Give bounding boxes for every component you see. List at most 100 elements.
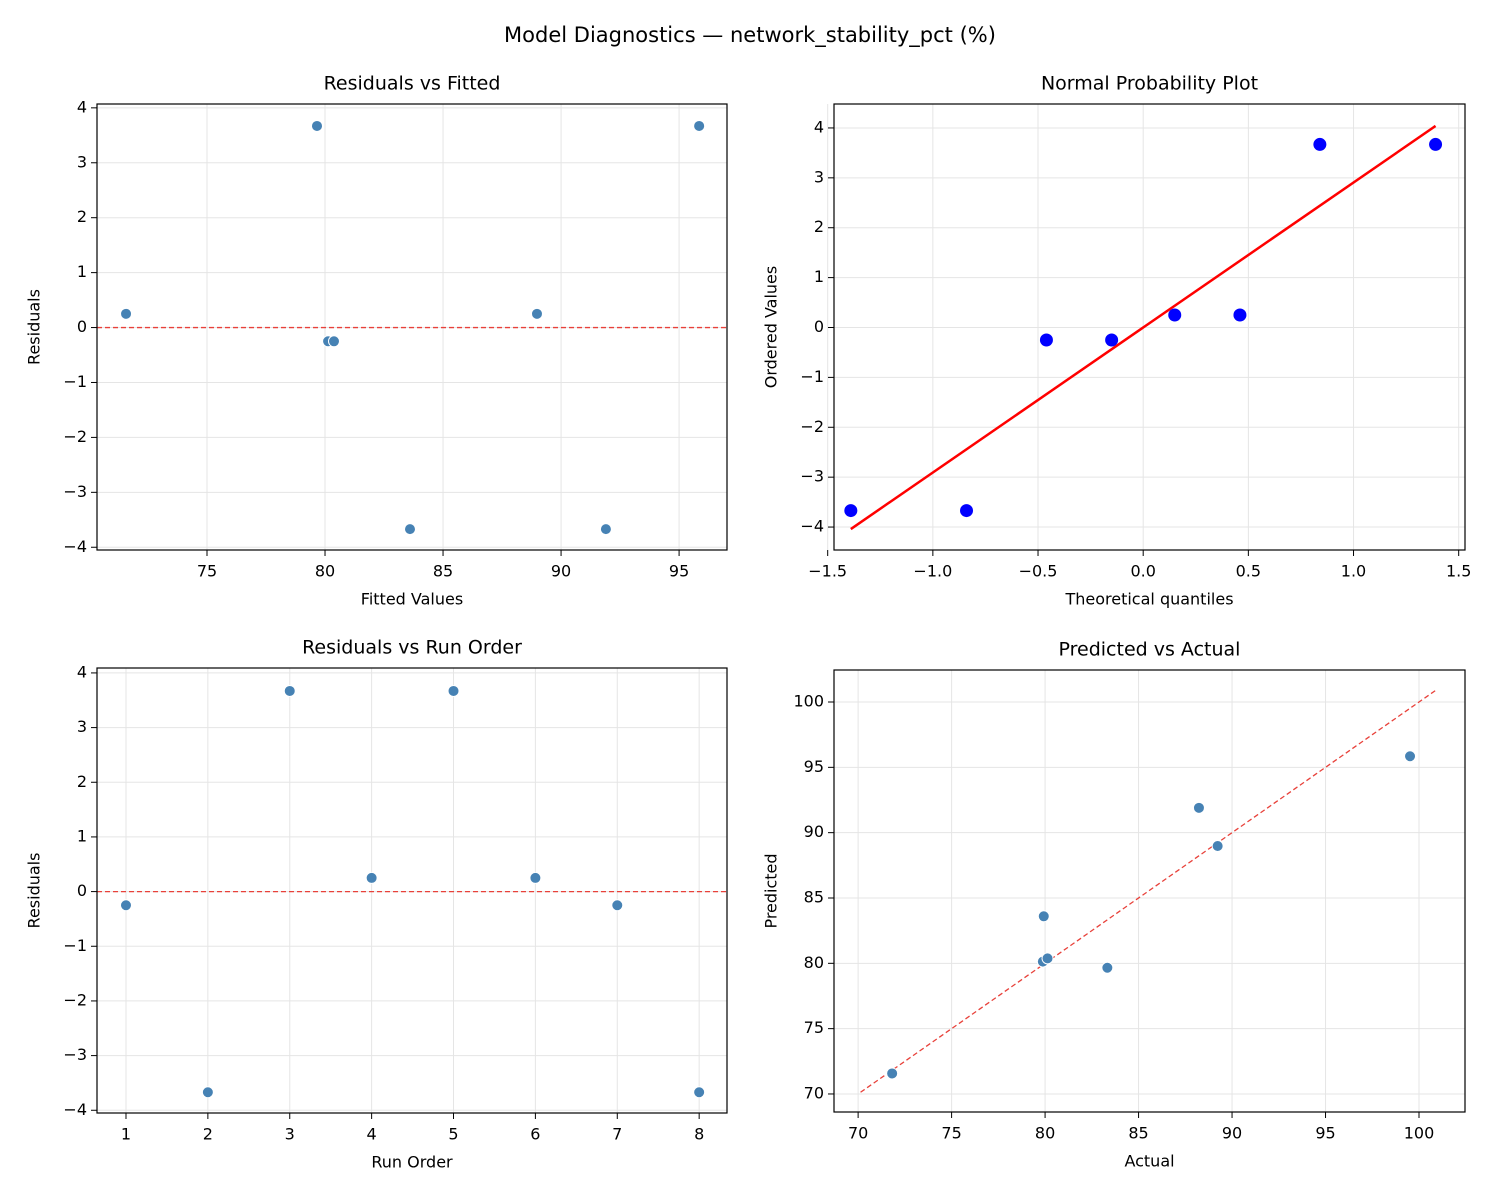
point [1313, 137, 1327, 151]
y-tick-label: 2 [814, 217, 824, 236]
x-tick-label: 90 [551, 562, 571, 581]
point [119, 899, 132, 912]
x-tick-label: 95 [669, 562, 689, 581]
y-tick-label: −2 [63, 427, 87, 446]
x-tick-label: 3 [285, 1125, 295, 1144]
y-tick-label: 85 [804, 887, 824, 906]
point [120, 307, 133, 320]
y-tick-label: −1 [63, 372, 87, 391]
y-tick-label: 1 [814, 267, 824, 286]
point [693, 119, 706, 132]
x-tick-label: 75 [941, 1124, 961, 1143]
y-tick-label: 4 [814, 117, 824, 136]
x-tick-label: 85 [1128, 1124, 1148, 1143]
x-tick-label: 80 [1035, 1124, 1055, 1143]
point [611, 899, 624, 912]
x-tick-label: 70 [848, 1124, 868, 1143]
y-tick-label: 3 [814, 167, 824, 186]
point [1211, 839, 1224, 852]
point [1037, 910, 1050, 923]
y-tick-label: −3 [800, 467, 824, 486]
point [960, 504, 974, 518]
x-tick-label: 1.0 [1341, 562, 1366, 581]
point [530, 307, 543, 320]
x-tick-label: 1 [121, 1125, 131, 1144]
x-tick-label: 95 [1315, 1124, 1335, 1143]
point [1404, 750, 1417, 763]
plot-frame [833, 103, 1466, 551]
point [886, 1067, 899, 1080]
panel-title: Normal Probability Plot [1041, 73, 1258, 95]
y-tick-label: 70 [804, 1083, 824, 1102]
y-axis-label: Residuals [25, 853, 44, 929]
x-axis-label: Fitted Values [361, 590, 463, 609]
y-tick-label: 4 [77, 662, 87, 681]
x-tick-label: −0.5 [1019, 562, 1058, 581]
x-tick-label: 0.0 [1130, 562, 1155, 581]
x-tick-label: 4 [367, 1125, 377, 1144]
y-tick-label: 75 [804, 1018, 824, 1037]
y-tick-label: −1 [800, 367, 824, 386]
y-tick-label: −2 [800, 417, 824, 436]
x-tick-label: 1.5 [1446, 562, 1471, 581]
x-tick-label: −1.5 [808, 562, 847, 581]
y-tick-label: −2 [63, 990, 87, 1009]
y-axis-label: Ordered Values [762, 266, 781, 388]
y-tick-label: −4 [63, 1100, 87, 1119]
plot-frame [96, 667, 728, 1114]
y-tick-label: 95 [804, 757, 824, 776]
point [1039, 333, 1053, 347]
y-axis-label: Residuals [25, 289, 44, 365]
fit-line [850, 124, 1437, 531]
plot-frame [96, 103, 728, 551]
point [599, 523, 612, 536]
point [1429, 137, 1443, 151]
point [693, 1086, 706, 1099]
y-axis-label: Predicted [762, 853, 781, 928]
x-tick-label: 8 [694, 1125, 704, 1144]
point [844, 504, 858, 518]
y-tick-label: 1 [77, 826, 87, 845]
y-tick-label: 80 [804, 953, 824, 972]
x-tick-label: −1.0 [913, 562, 952, 581]
panel-title: Predicted vs Actual [1059, 639, 1241, 661]
x-tick-label: 7 [612, 1125, 622, 1144]
y-tick-label: 0 [814, 317, 824, 336]
y-tick-label: 100 [793, 692, 824, 711]
y-tick-label: −4 [800, 517, 824, 536]
x-tick-label: 6 [530, 1125, 540, 1144]
point [1101, 961, 1114, 974]
x-axis-label: Theoretical quantiles [1064, 590, 1233, 609]
figure-title: Model Diagnostics — network_stability_pc… [504, 23, 996, 48]
panel-title: Residuals vs Fitted [324, 73, 501, 95]
y-tick-label: 1 [77, 262, 87, 281]
y-tick-label: 0 [77, 881, 87, 900]
point [327, 335, 340, 348]
y-tick-label: −3 [63, 482, 87, 501]
x-axis-label: Run Order [371, 1153, 453, 1172]
point [201, 1086, 214, 1099]
x-tick-label: 75 [197, 562, 217, 581]
y-tick-label: −4 [63, 537, 87, 556]
y-tick-label: 2 [77, 207, 87, 226]
y-tick-label: 4 [77, 97, 87, 116]
x-tick-label: 100 [1404, 1124, 1435, 1143]
point [447, 684, 460, 697]
point [403, 523, 416, 536]
point [1192, 801, 1205, 814]
point [1105, 333, 1119, 347]
point [1041, 952, 1054, 965]
y-tick-label: −3 [63, 1045, 87, 1064]
y-tick-label: −1 [63, 936, 87, 955]
plot-frame [833, 669, 1466, 1113]
x-tick-label: 85 [433, 562, 453, 581]
y-tick-label: 90 [804, 822, 824, 841]
point [529, 871, 542, 884]
x-tick-label: 80 [315, 562, 335, 581]
point [283, 684, 296, 697]
y-tick-label: 3 [77, 152, 87, 171]
x-tick-label: 0.5 [1236, 562, 1261, 581]
panel-title: Residuals vs Run Order [302, 637, 522, 659]
